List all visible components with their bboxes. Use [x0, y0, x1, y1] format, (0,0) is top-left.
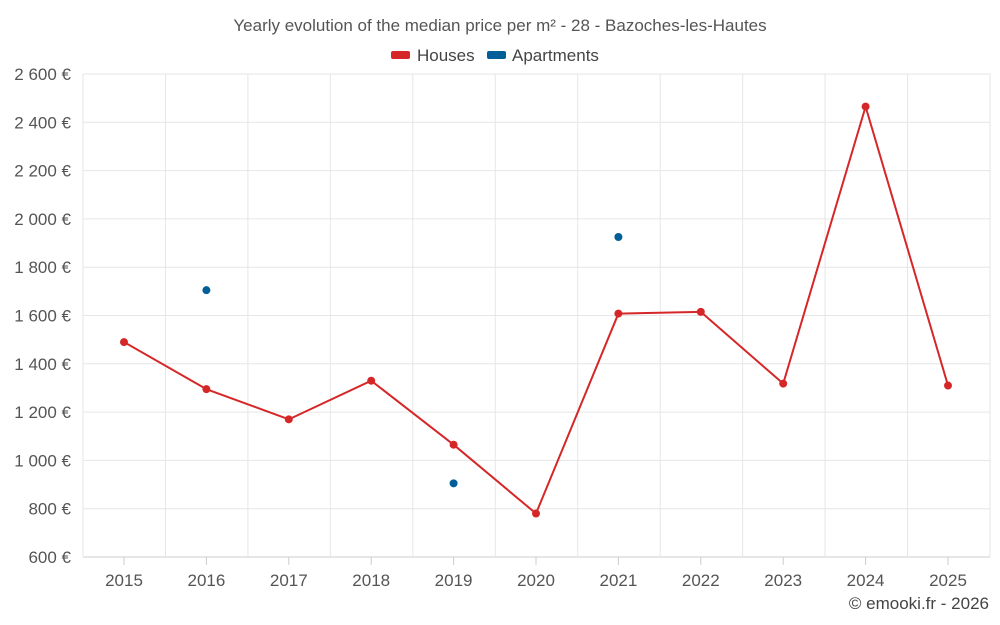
series-houses	[120, 102, 952, 518]
legend-label-apartments: Apartments	[512, 46, 599, 65]
data-point-houses[interactable]	[944, 381, 952, 390]
data-point-houses[interactable]	[449, 440, 458, 449]
legend-swatch-houses	[391, 51, 410, 59]
y-axis: 600 € 800 € 1 000 € 1 200 € 1 400 € 1 600 € 1 …	[14, 65, 71, 567]
legend-item-apartments[interactable]: Apartments	[487, 46, 599, 65]
y-tick-label: 1 000 €	[14, 451, 71, 470]
credit-text: © emooki.fr - 2026	[849, 594, 989, 613]
data-point-apartments[interactable]	[202, 286, 211, 295]
legend-item-houses[interactable]: Houses	[391, 46, 475, 65]
data-point-houses[interactable]	[120, 338, 128, 347]
data-point-houses[interactable]	[696, 307, 705, 316]
data-point-apartments[interactable]	[614, 233, 623, 242]
x-tick-label: 2017	[270, 571, 308, 590]
y-tick-label: 800 €	[28, 500, 71, 519]
x-tick-label: 2015	[105, 571, 143, 590]
y-tick-label: 1 600 €	[14, 307, 71, 326]
series	[120, 102, 952, 518]
x-tick-label: 2020	[517, 571, 555, 590]
x-tick-label: 2021	[599, 571, 637, 590]
y-tick-label: 2 000 €	[14, 210, 71, 229]
grid	[82, 73, 991, 558]
y-tick-label: 2 200 €	[14, 162, 71, 181]
data-point-houses[interactable]	[861, 102, 870, 111]
legend: Houses Apartments	[391, 46, 599, 65]
x-tick-label: 2016	[187, 571, 225, 590]
x-tick-label: 2025	[929, 571, 967, 590]
data-point-houses[interactable]	[532, 509, 540, 518]
y-tick-label: 1 800 €	[14, 258, 71, 277]
data-point-houses[interactable]	[284, 415, 293, 424]
y-tick-label: 600 €	[28, 548, 71, 567]
x-tick-label: 2024	[847, 571, 885, 590]
data-point-houses[interactable]	[367, 376, 376, 385]
y-tick-label: 1 200 €	[14, 403, 71, 422]
series-apartments	[202, 233, 623, 488]
x-tick-label: 2023	[764, 571, 802, 590]
y-tick-label: 2 600 €	[14, 65, 71, 84]
legend-swatch-apartments	[487, 51, 506, 59]
x-tick-label: 2019	[435, 571, 473, 590]
x-tick-label: 2022	[682, 571, 720, 590]
y-tick-label: 1 400 €	[14, 355, 71, 374]
legend-label-houses: Houses	[417, 46, 475, 65]
data-point-houses[interactable]	[614, 309, 623, 318]
x-axis: 2015 2016 2017 2018 2019 2020 2021 2022 2023 2024…	[105, 557, 967, 590]
data-point-houses[interactable]	[202, 385, 211, 394]
data-point-apartments[interactable]	[449, 479, 458, 488]
data-point-houses[interactable]	[779, 379, 788, 388]
y-tick-label: 2 400 €	[14, 113, 71, 132]
chart-title: Yearly evolution of the median price per…	[233, 16, 766, 35]
x-tick-label: 2018	[352, 571, 390, 590]
